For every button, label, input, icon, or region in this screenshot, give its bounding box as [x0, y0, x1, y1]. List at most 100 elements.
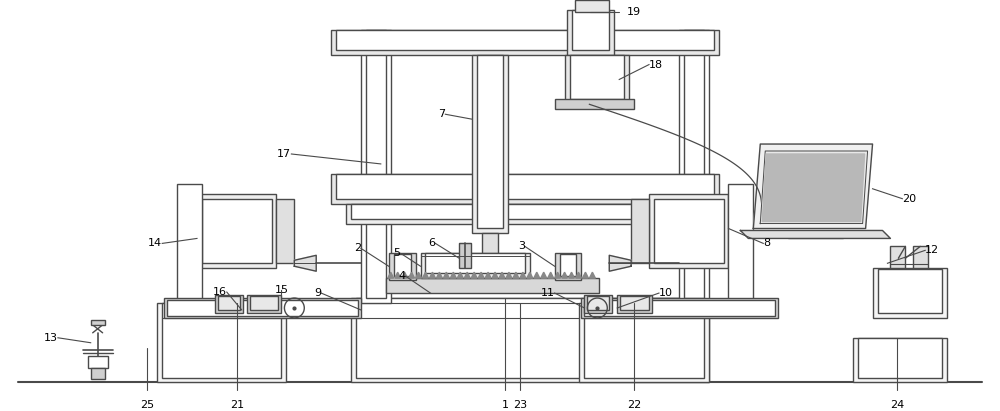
Bar: [351, 204, 709, 219]
Text: 2: 2: [354, 243, 361, 253]
Bar: [584, 300, 775, 316]
Text: 8: 8: [763, 238, 770, 248]
Bar: [164, 298, 361, 318]
Polygon shape: [609, 255, 631, 271]
Bar: [247, 295, 281, 313]
Bar: [162, 303, 281, 378]
Bar: [565, 55, 629, 104]
Polygon shape: [740, 231, 890, 238]
Bar: [351, 298, 709, 383]
Text: 1: 1: [501, 400, 508, 410]
Text: 5: 5: [394, 248, 401, 259]
Bar: [584, 303, 704, 378]
Bar: [560, 254, 576, 276]
Polygon shape: [753, 144, 873, 229]
Polygon shape: [395, 272, 401, 278]
Bar: [679, 30, 709, 303]
Bar: [587, 296, 609, 310]
Polygon shape: [541, 272, 547, 278]
Polygon shape: [485, 272, 491, 278]
Bar: [853, 338, 947, 383]
Polygon shape: [457, 272, 463, 278]
Bar: [555, 253, 581, 280]
Polygon shape: [520, 272, 526, 278]
Polygon shape: [436, 272, 442, 278]
Text: 11: 11: [541, 288, 555, 298]
Bar: [88, 356, 108, 367]
Bar: [389, 253, 416, 280]
Bar: [567, 10, 614, 55]
Text: 12: 12: [925, 245, 939, 255]
Bar: [555, 99, 634, 109]
Bar: [215, 295, 243, 313]
Text: 14: 14: [148, 238, 162, 248]
Bar: [336, 174, 714, 199]
Polygon shape: [582, 272, 588, 278]
Bar: [890, 246, 905, 268]
Polygon shape: [513, 272, 519, 278]
Text: 23: 23: [513, 400, 527, 410]
Bar: [459, 243, 471, 268]
Polygon shape: [402, 272, 408, 278]
Bar: [425, 253, 525, 273]
Bar: [873, 268, 947, 318]
Bar: [331, 174, 719, 204]
Polygon shape: [534, 272, 540, 278]
Bar: [91, 320, 105, 325]
Bar: [394, 254, 411, 276]
Polygon shape: [548, 272, 554, 278]
Bar: [649, 194, 728, 268]
Bar: [579, 303, 709, 383]
Bar: [218, 296, 240, 310]
Polygon shape: [416, 272, 422, 278]
Polygon shape: [388, 272, 394, 278]
Bar: [276, 199, 294, 263]
Bar: [202, 199, 272, 263]
Bar: [336, 30, 714, 50]
Polygon shape: [443, 272, 449, 278]
Bar: [157, 303, 286, 383]
Bar: [366, 30, 386, 298]
Bar: [477, 55, 503, 229]
Bar: [684, 30, 704, 298]
Polygon shape: [429, 272, 435, 278]
Bar: [197, 194, 276, 268]
Polygon shape: [506, 272, 512, 278]
Bar: [858, 338, 942, 378]
Polygon shape: [450, 272, 456, 278]
Polygon shape: [478, 272, 484, 278]
Bar: [167, 300, 358, 316]
Polygon shape: [589, 272, 595, 278]
Polygon shape: [576, 272, 581, 278]
Bar: [584, 295, 612, 313]
Bar: [177, 184, 202, 303]
Text: 20: 20: [902, 194, 916, 204]
Text: 7: 7: [438, 109, 445, 119]
Bar: [617, 295, 652, 313]
Text: 17: 17: [277, 149, 291, 159]
Text: 10: 10: [659, 288, 673, 298]
Bar: [575, 0, 609, 12]
Bar: [472, 55, 508, 233]
Polygon shape: [409, 272, 415, 278]
Bar: [361, 30, 391, 303]
Text: 21: 21: [230, 400, 244, 410]
Bar: [572, 10, 609, 50]
Text: 25: 25: [140, 400, 154, 410]
Bar: [913, 246, 928, 268]
Polygon shape: [423, 272, 428, 278]
Text: 22: 22: [627, 400, 641, 410]
Text: 9: 9: [314, 288, 321, 298]
Bar: [482, 233, 498, 263]
Text: 13: 13: [44, 333, 58, 343]
Text: 18: 18: [649, 60, 663, 69]
Polygon shape: [492, 272, 498, 278]
Polygon shape: [471, 272, 477, 278]
Polygon shape: [527, 272, 533, 278]
Bar: [581, 298, 778, 318]
Polygon shape: [555, 272, 561, 278]
Bar: [620, 296, 649, 310]
Bar: [331, 30, 719, 55]
Text: 6: 6: [428, 238, 435, 248]
Polygon shape: [569, 272, 575, 278]
